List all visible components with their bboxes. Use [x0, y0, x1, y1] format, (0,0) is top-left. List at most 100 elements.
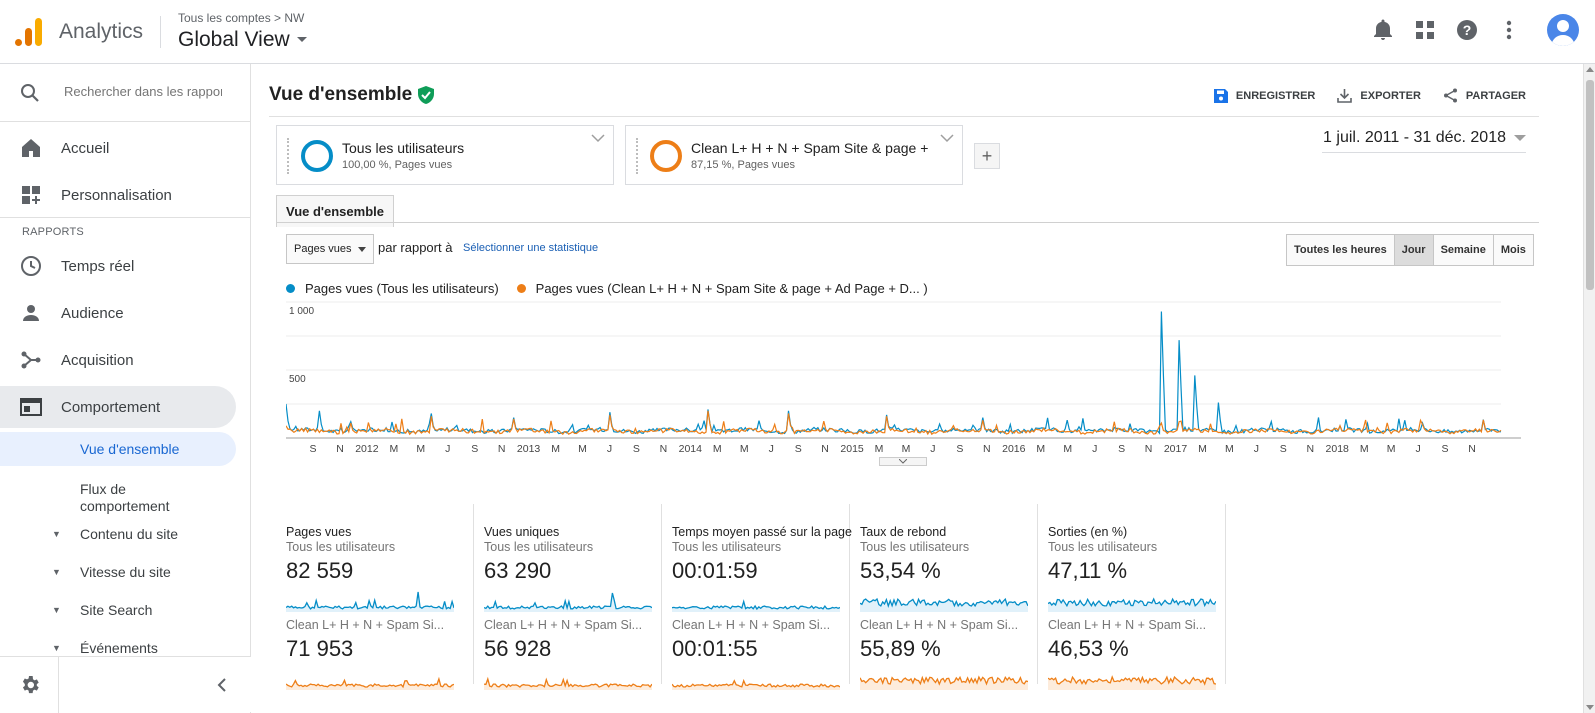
scorecard[interactable]: Pages vues Tous les utilisateurs 82 559 Cle…	[286, 504, 474, 690]
chevron-down-icon[interactable]	[591, 134, 605, 143]
scorecard-sparkline	[1048, 675, 1216, 690]
granularity-week-button[interactable]: Semaine	[1432, 235, 1493, 265]
x-axis-tick-label: N	[336, 443, 344, 455]
scorecard-body: Tous les utilisateurs 82 559 Clean L+ H + …	[286, 540, 466, 690]
sparkline-line	[1048, 597, 1216, 608]
scroll-up-arrow-icon[interactable]	[1586, 67, 1594, 72]
sparkline-line	[1048, 675, 1216, 686]
scorecard-sparkline	[286, 591, 454, 612]
date-range-label: 1 juil. 2011 - 31 déc. 2018	[1323, 129, 1506, 146]
x-axis-tick-label: S	[956, 443, 963, 455]
nav-audience[interactable]: Audience	[0, 292, 236, 334]
chevron-down-icon[interactable]	[940, 134, 954, 143]
nav-behavior-flow[interactable]: Flux de comportement	[0, 478, 236, 518]
segment-card[interactable]: Clean L+ H + N + Spam Site & page + Ad P…	[625, 125, 963, 185]
x-axis-tick-label: M	[1198, 443, 1207, 455]
nav-site-search[interactable]: ▼ Site Search	[0, 593, 236, 627]
scorecard-body: Tous les utilisateurs 63 290 Clean L+ H + …	[484, 540, 664, 690]
pageviews-line-chart[interactable]: 1 000 500 S N 2012 M M J S N 2013 M M J S N 2014 M M J S N 201…	[286, 300, 1521, 460]
x-axis-tick-label: N	[498, 443, 506, 455]
title-divider	[269, 116, 1539, 117]
page-scrollbar[interactable]	[1583, 64, 1595, 713]
tab-overview[interactable]: Vue d'ensemble	[276, 195, 394, 227]
account-avatar[interactable]	[1547, 14, 1579, 46]
x-axis-tick-label: N	[660, 443, 668, 455]
plus-icon: +	[981, 145, 993, 166]
scorecard-title: Temps moyen passé sur la page	[672, 525, 852, 539]
scorecard-segment-label: Clean L+ H + N + Spam Si...	[286, 618, 445, 632]
legend-label: Pages vues (Clean L+ H + N + Spam Site &…	[535, 281, 928, 296]
x-axis-tick-label: J	[1092, 443, 1097, 455]
scorecard-value: 56 928	[484, 636, 552, 661]
account-breadcrumb[interactable]: Tous les comptes > NW	[178, 11, 305, 25]
save-button[interactable]: ENREGISTRER	[1213, 88, 1315, 103]
scorecard[interactable]: Vues uniques Tous les utilisateurs 63 290 C…	[474, 504, 662, 690]
scorecard[interactable]: Taux de rebond Tous les utilisateurs 53,54…	[850, 504, 1038, 690]
scorecard-segment-label: Tous les utilisateurs	[672, 540, 782, 554]
nav-home[interactable]: Accueil	[0, 127, 236, 169]
nav-home-label: Accueil	[61, 139, 110, 157]
apps-grid-icon[interactable]	[1413, 18, 1437, 42]
x-axis-tick-label: S	[1280, 443, 1287, 455]
segment-card[interactable]: Tous les utilisateurs 100,00 %, Pages vu…	[276, 125, 614, 185]
analytics-logo-icon[interactable]	[13, 16, 43, 48]
sparkline-line	[286, 591, 454, 610]
granularity-month-button[interactable]: Mois	[1492, 235, 1533, 265]
nav-behavior[interactable]: Comportement	[0, 386, 236, 428]
nav-customization-label: Personnalisation	[61, 186, 172, 204]
page-title: Vue d'ensemble	[269, 84, 435, 106]
nav-events[interactable]: ▼ Événements	[0, 631, 236, 665]
segment-drag-handle[interactable]	[287, 138, 289, 174]
legend-item[interactable]: Pages vues (Clean L+ H + N + Spam Site &…	[516, 281, 928, 296]
gear-icon[interactable]	[19, 674, 41, 696]
nav-realtime[interactable]: Temps réel	[0, 245, 236, 287]
select-metric-link[interactable]: Sélectionner une statistique	[463, 242, 599, 254]
granularity-hourly-button[interactable]: Toutes les heures	[1287, 235, 1394, 265]
segment-drag-handle[interactable]	[636, 138, 638, 174]
scorecard[interactable]: Temps moyen passé sur la page Tous les ut…	[662, 504, 852, 690]
behavior-icon	[20, 398, 42, 416]
x-axis-tick-label: N	[821, 443, 829, 455]
sidebar-footer	[0, 656, 251, 713]
collapse-chevron-left-icon[interactable]	[216, 678, 228, 692]
export-label: EXPORTER	[1360, 89, 1421, 102]
x-axis-tick-label: N	[1145, 443, 1153, 455]
view-selector[interactable]: Global View	[178, 28, 308, 52]
view-name: Global View	[178, 28, 290, 51]
nav-acquisition[interactable]: Acquisition	[0, 339, 236, 381]
metric-dropdown[interactable]: Pages vues	[286, 234, 374, 264]
download-icon	[1337, 89, 1353, 103]
add-segment-button[interactable]: +	[974, 143, 1000, 169]
scroll-down-arrow-icon[interactable]	[1586, 705, 1594, 710]
share-button[interactable]: PARTAGER	[1443, 88, 1526, 103]
scrollbar-thumb[interactable]	[1586, 80, 1594, 290]
more-vert-icon[interactable]	[1497, 18, 1521, 42]
share-icon	[1443, 88, 1457, 103]
sparkline-area	[860, 677, 1028, 690]
segment-ring-icon	[650, 140, 682, 172]
app-name: Analytics	[59, 20, 144, 43]
legend-item[interactable]: Pages vues (Tous les utilisateurs)	[286, 281, 499, 296]
date-underline	[1322, 152, 1526, 153]
chart-drag-handle[interactable]	[879, 457, 927, 466]
date-range-picker[interactable]: 1 juil. 2011 - 31 déc. 2018	[1323, 129, 1526, 147]
notifications-bell-icon[interactable]	[1371, 18, 1395, 42]
scorecard-value: 82 559	[286, 558, 354, 583]
nav-site-content[interactable]: ▼ Contenu du site	[0, 517, 236, 551]
scorecard-sparkline	[484, 676, 652, 690]
header-divider	[160, 16, 161, 48]
nav-site-speed[interactable]: ▼ Vitesse du site	[0, 555, 236, 589]
sparkline-line	[484, 592, 652, 611]
scorecard[interactable]: Sorties (en %) Tous les utilisateurs 47,11…	[1038, 504, 1226, 690]
help-icon[interactable]: ?	[1455, 18, 1479, 42]
search-input[interactable]	[62, 83, 224, 100]
legend-label: Pages vues (Tous les utilisateurs)	[305, 281, 499, 296]
sidebar: Accueil Personnalisation RAPPORTS Temps …	[0, 64, 251, 713]
nav-customization[interactable]: Personnalisation	[0, 174, 236, 216]
scorecard-sparkline	[672, 599, 840, 612]
granularity-day-button[interactable]: Jour	[1393, 235, 1433, 265]
scorecard-sparkline	[860, 675, 1028, 690]
nav-behavior-overview[interactable]: Vue d'ensemble	[0, 432, 236, 466]
export-button[interactable]: EXPORTER	[1337, 88, 1421, 103]
scorecard-segment-label: Tous les utilisateurs	[286, 540, 396, 554]
